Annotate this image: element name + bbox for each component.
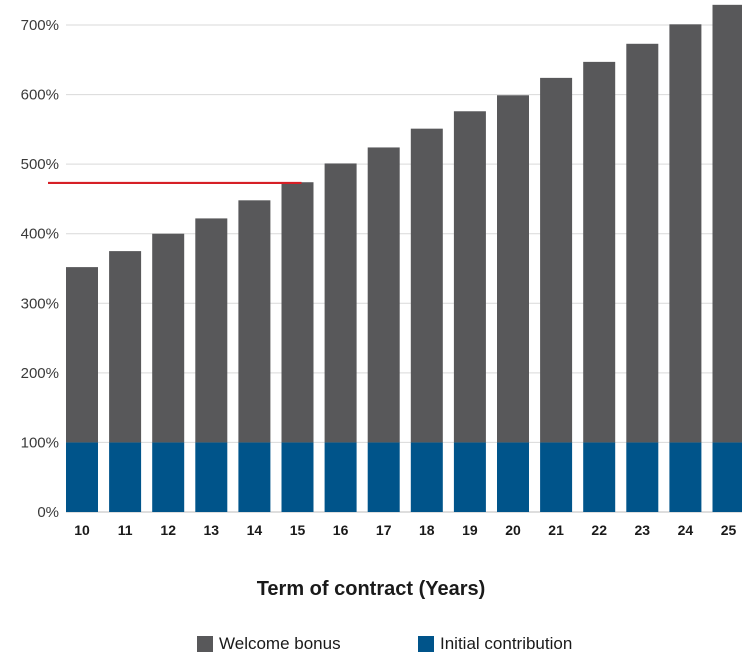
y-tick-label: 100% <box>21 434 59 451</box>
x-tick-label: 18 <box>419 522 435 538</box>
x-tick-label: 23 <box>635 522 651 538</box>
legend-item-welcome-bonus: Welcome bonus <box>197 634 341 654</box>
x-tick-label: 25 <box>721 522 737 538</box>
x-tick-label: 16 <box>333 522 349 538</box>
bar-welcome-bonus-18 <box>410 128 443 443</box>
bar-welcome-bonus-14 <box>238 200 271 443</box>
bar-welcome-bonus-15 <box>281 182 314 443</box>
bar-welcome-bonus-20 <box>497 95 529 443</box>
bar-welcome-bonus-10 <box>66 267 98 443</box>
y-axis-ticks: 0% 100% 200% 300% 400% 500% 600% 700% <box>21 17 59 521</box>
bar-initial-contribution-16 <box>324 442 357 512</box>
bar-initial-contribution-12 <box>152 442 185 512</box>
bar-initial-contribution-17 <box>367 442 400 512</box>
bar-initial-contribution-25 <box>712 442 742 512</box>
bar-initial-contribution-24 <box>669 442 702 512</box>
x-tick-label: 24 <box>678 522 694 538</box>
bar-initial-contribution-19 <box>453 442 486 512</box>
y-tick-label: 500% <box>21 156 59 173</box>
legend-swatch-initial-contribution <box>418 636 434 652</box>
legend-item-initial-contribution: Initial contribution <box>418 634 572 654</box>
bar-welcome-bonus-16 <box>324 163 357 443</box>
bar-welcome-bonus-17 <box>367 147 400 443</box>
x-tick-label: 12 <box>160 522 176 538</box>
x-tick-label: 19 <box>462 522 478 538</box>
y-tick-label: 200% <box>21 365 59 382</box>
bar-welcome-bonus-23 <box>626 43 659 443</box>
bar-welcome-bonus-24 <box>669 24 702 443</box>
y-tick-label: 400% <box>21 226 59 243</box>
bar-welcome-bonus-25 <box>712 4 742 443</box>
x-axis-ticks: 10 11 12 13 14 15 16 17 18 19 20 21 22 23 24 25 <box>74 522 736 538</box>
x-axis-title: Term of contract (Years) <box>256 578 486 600</box>
legend-swatch-welcome-bonus <box>197 636 213 652</box>
bars <box>66 4 742 512</box>
bar-initial-contribution-11 <box>109 442 142 512</box>
x-tick-label: 10 <box>74 522 90 538</box>
x-tick-label: 20 <box>505 522 521 538</box>
x-tick-label: 15 <box>290 522 306 538</box>
bar-welcome-bonus-22 <box>583 61 616 443</box>
y-tick-label: 0% <box>37 504 59 521</box>
x-tick-label: 17 <box>376 522 392 538</box>
bar-welcome-bonus-12 <box>152 233 185 443</box>
bar-welcome-bonus-19 <box>453 111 486 443</box>
bar-welcome-bonus-11 <box>109 251 142 443</box>
bar-initial-contribution-20 <box>497 442 529 512</box>
bar-initial-contribution-14 <box>238 442 271 512</box>
chart-svg: 0%100%200%300%400%500%600%700% 10 11 12 13 1… <box>21 4 742 538</box>
bar-initial-contribution-21 <box>540 442 573 512</box>
bar-initial-contribution-13 <box>195 442 228 512</box>
bar-initial-contribution-18 <box>410 442 443 512</box>
x-tick-label: 21 <box>548 522 564 538</box>
bar-initial-contribution-15 <box>281 442 314 512</box>
bar-initial-contribution-22 <box>583 442 616 512</box>
bar-initial-contribution-10 <box>66 442 98 512</box>
x-tick-label: 22 <box>591 522 607 538</box>
bar-welcome-bonus-21 <box>540 77 573 443</box>
y-tick-label: 700% <box>21 17 59 34</box>
legend: Welcome bonus Initial contribution <box>0 634 742 656</box>
x-tick-label: 14 <box>247 522 263 538</box>
x-tick-label: 11 <box>118 522 133 538</box>
bar-welcome-bonus-13 <box>195 218 228 443</box>
bar-initial-contribution-23 <box>626 442 659 512</box>
legend-label-initial-contribution: Initial contribution <box>440 634 573 653</box>
legend-label-welcome-bonus: Welcome bonus <box>219 634 341 653</box>
y-tick-label: 600% <box>21 87 59 104</box>
x-tick-label: 13 <box>204 522 220 538</box>
y-tick-label: 300% <box>21 295 59 312</box>
